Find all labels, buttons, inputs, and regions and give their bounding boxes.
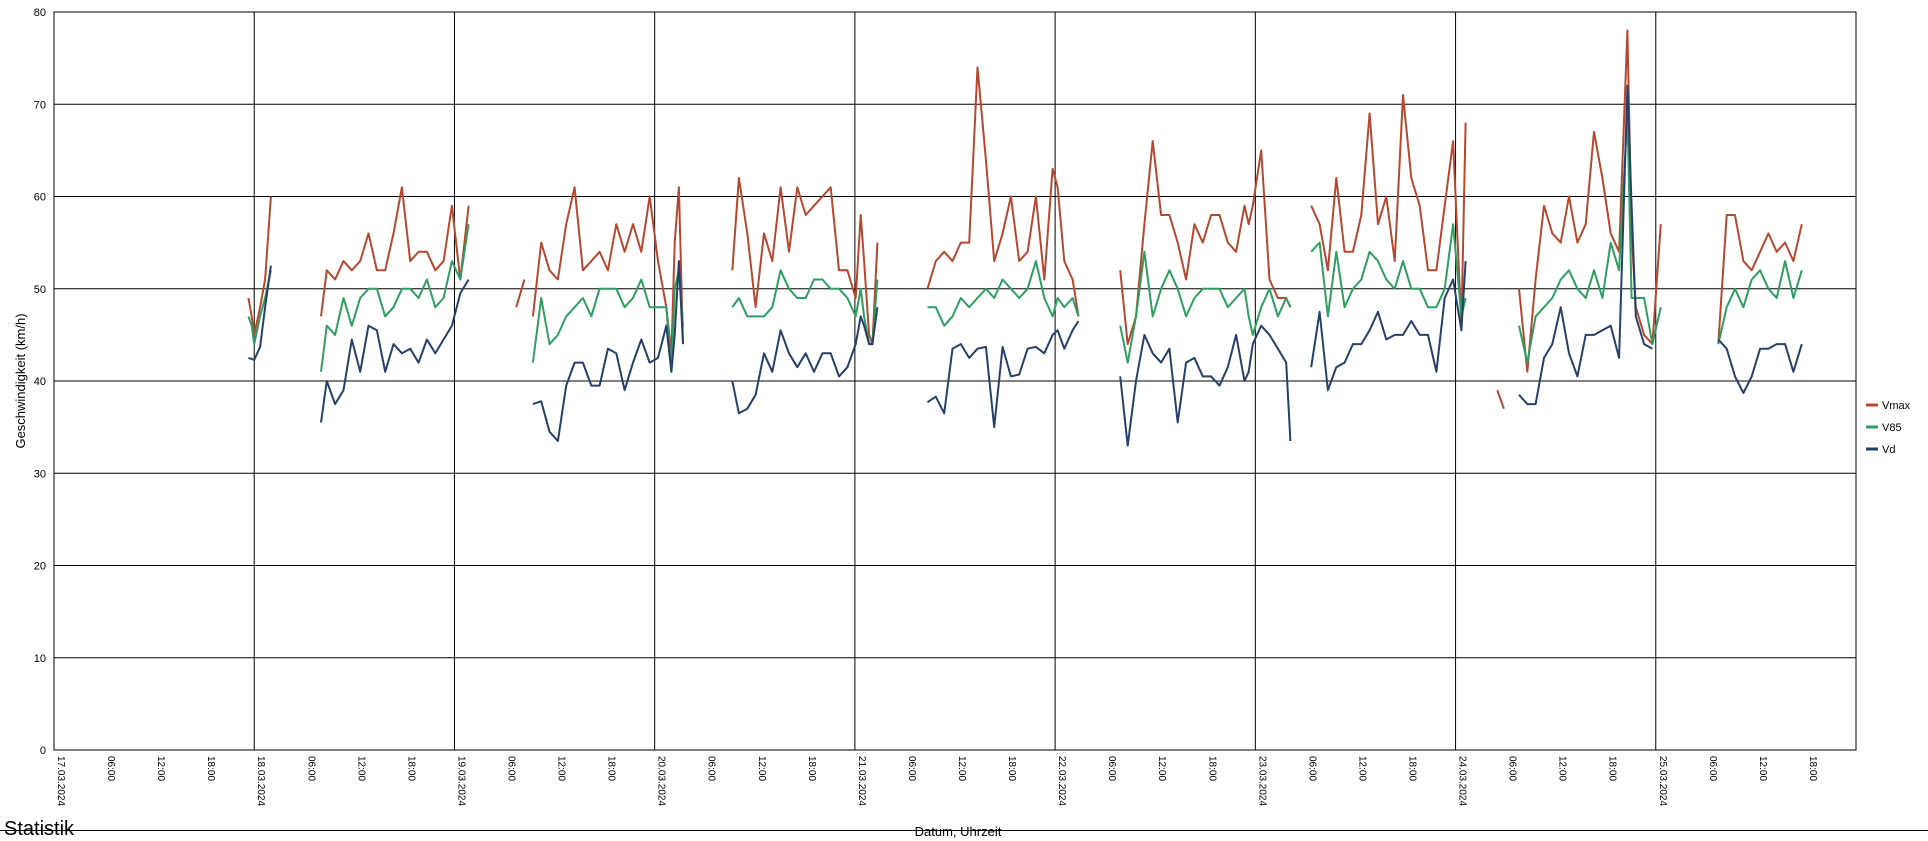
x-tick-label: 19.03.2024 (455, 756, 466, 806)
series-line-vmax (1119, 140, 1292, 346)
x-tick-label: 06:00 (1707, 756, 1718, 781)
y-tick-label: 0 (40, 745, 46, 757)
y-tick-label: 70 (34, 99, 46, 111)
y-tick-label: 80 (34, 7, 46, 19)
footer-divider (0, 830, 1928, 831)
x-tick-label: 12:00 (1757, 756, 1768, 781)
x-tick-label: 12:00 (1156, 756, 1167, 781)
x-tick-label: 18:00 (1607, 756, 1618, 781)
series-line-vd (926, 320, 1080, 429)
series-line-vmax (1518, 29, 1662, 373)
x-tick-label: 12:00 (1356, 756, 1367, 781)
legend-label: V85 (1882, 422, 1902, 434)
x-tick-label: 18.03.2024 (255, 756, 266, 806)
series-line-vd (532, 260, 684, 442)
x-tick-label: 06:00 (1306, 756, 1317, 781)
x-tick-label: 18:00 (1006, 756, 1017, 781)
x-tick-label: 18:00 (606, 756, 617, 781)
x-tick-label: 12:00 (1557, 756, 1568, 781)
series-line-vd (731, 307, 879, 415)
y-axis-label: Geschwindigkeit (km/h) (13, 313, 28, 448)
section-title: Statistik (4, 818, 75, 840)
x-tick-label: 17.03.2024 (55, 756, 66, 806)
x-tick-label: 20.03.2024 (656, 756, 667, 806)
y-tick-label: 10 (34, 653, 46, 665)
series-line-vmax (1310, 94, 1467, 327)
series-line-vmax (515, 279, 526, 308)
x-tick-label: 12:00 (556, 756, 567, 781)
y-tick-label: 20 (34, 561, 46, 573)
x-tick-label: 18:00 (1206, 756, 1217, 781)
series-line-vd (248, 265, 272, 361)
x-tick-label: 06:00 (906, 756, 917, 781)
series-line-vd (1717, 338, 1803, 394)
plot-frame (53, 11, 1857, 751)
x-tick-label: 18:00 (205, 756, 216, 781)
x-tick-label: 06:00 (506, 756, 517, 781)
series-line-vmax (1717, 214, 1803, 345)
series-line-v85 (731, 269, 879, 346)
series-line-vmax (1496, 389, 1505, 410)
x-tick-label: 06:00 (105, 756, 116, 781)
x-tick-label: 12:00 (155, 756, 166, 781)
x-tick-label: 06:00 (706, 756, 717, 781)
series-line-v85 (531, 269, 684, 373)
x-tick-label: 24.03.2024 (1457, 756, 1468, 806)
y-tick-label: 40 (34, 376, 46, 388)
y-tick-label: 50 (34, 284, 46, 296)
x-tick-label: 06:00 (1106, 756, 1117, 781)
series-line-vmax (731, 177, 879, 346)
legend-label: Vmax (1882, 400, 1911, 412)
x-tick-label: 12:00 (355, 756, 366, 781)
series-line-vd (1310, 261, 1467, 392)
series-line-v85 (927, 260, 1080, 327)
y-tick-label: 30 (34, 468, 46, 480)
x-tick-label: 21.03.2024 (856, 756, 867, 806)
legend-label: Vd (1882, 444, 1895, 456)
series-line-vmax (531, 186, 684, 355)
x-tick-label: 25.03.2024 (1657, 756, 1668, 806)
x-tick-label: 12:00 (756, 756, 767, 781)
y-tick-label: 60 (34, 192, 46, 204)
x-tick-label: 12:00 (956, 756, 967, 781)
series-line-v85 (1310, 223, 1467, 318)
x-tick-label: 22.03.2024 (1056, 756, 1067, 806)
x-tick-label: 23.03.2024 (1256, 756, 1267, 806)
series-line-vd (1518, 84, 1653, 406)
series-line-v85 (1717, 260, 1803, 345)
x-tick-label: 18:00 (806, 756, 817, 781)
series-line-vmax (247, 196, 272, 336)
x-axis-label: Datum, Uhrzeit (915, 824, 1002, 839)
series-line-vmax (320, 186, 470, 317)
series-line-vmax (926, 66, 1080, 317)
x-tick-label: 18:00 (1807, 756, 1818, 781)
x-tick-label: 06:00 (305, 756, 316, 781)
x-tick-label: 06:00 (1507, 756, 1518, 781)
x-tick-label: 18:00 (405, 756, 416, 781)
series-line-vd (320, 278, 470, 423)
series-line-vd (1119, 324, 1292, 447)
series-line-v85 (1119, 250, 1292, 364)
series-line-v85 (320, 224, 470, 372)
x-tick-label: 18:00 (1407, 756, 1418, 781)
